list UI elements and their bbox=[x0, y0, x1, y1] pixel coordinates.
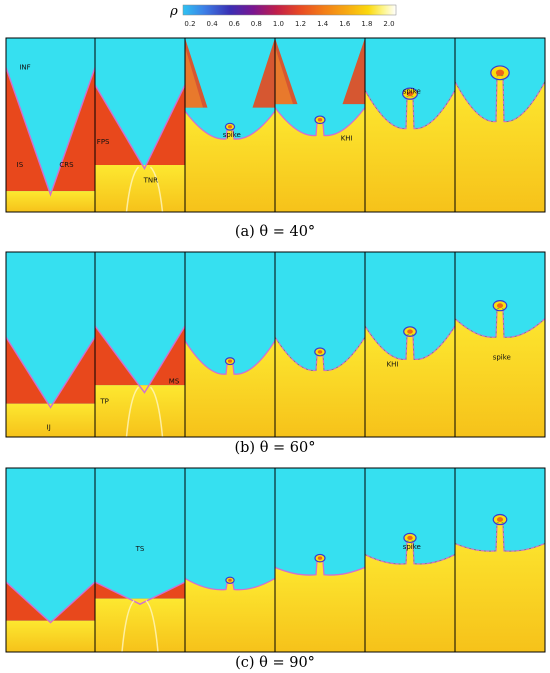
simulation-panel bbox=[94, 37, 186, 213]
flow-feature-label: INF bbox=[19, 63, 30, 71]
shocked-region bbox=[6, 620, 95, 652]
panel-row: INF IS CRS FPS TNR spike KHI spike bbox=[5, 37, 546, 213]
flow-feature-label: spike bbox=[403, 543, 421, 551]
flow-feature-label: spike bbox=[223, 131, 241, 139]
shocked-region bbox=[185, 340, 275, 437]
shocked-region bbox=[95, 385, 185, 437]
shocked-region bbox=[95, 598, 185, 652]
row-caption: (a) θ = 40° bbox=[235, 224, 315, 240]
interface-line bbox=[95, 84, 185, 170]
panel-rows: INF IS CRS FPS TNR spike KHI spike IJ TP MS KHI spik… bbox=[5, 37, 546, 653]
simulation-panel bbox=[184, 467, 276, 653]
flow-feature-label: KHI bbox=[387, 361, 399, 369]
interface-line bbox=[95, 325, 185, 394]
simulation-panel bbox=[5, 467, 96, 653]
row-caption: (b) θ = 60° bbox=[234, 440, 315, 456]
simulation-panel bbox=[274, 37, 366, 213]
shocked-region bbox=[6, 403, 95, 437]
colorbar-tick-label: 1.0 bbox=[273, 20, 284, 28]
simulation-panel bbox=[94, 467, 186, 653]
simulation-panel bbox=[94, 251, 186, 438]
shocked-region bbox=[275, 107, 365, 212]
colorbar-tick-label: 1.2 bbox=[295, 20, 306, 28]
colorbar-tick-label: 0.4 bbox=[207, 20, 219, 28]
flow-feature-label: KHI bbox=[341, 135, 353, 143]
simulation-panel bbox=[184, 37, 276, 213]
colorbar-tick-label: 1.4 bbox=[317, 20, 329, 28]
row-captions: (a) θ = 40° (b) θ = 60° (c) θ = 90° bbox=[234, 224, 315, 671]
flow-feature-label: spike bbox=[403, 88, 421, 96]
colorbar-symbol: ρ bbox=[169, 4, 178, 19]
shocked-region bbox=[185, 111, 275, 212]
interface-line bbox=[6, 581, 95, 624]
colorbar-gradient bbox=[182, 4, 397, 16]
panel-row: TS spike bbox=[5, 467, 546, 653]
colorbar-tick-label: 2.0 bbox=[383, 20, 394, 28]
simulation-panel bbox=[184, 251, 276, 438]
simulation-panel bbox=[454, 37, 546, 213]
colorbar-tick-label: 1.8 bbox=[361, 20, 372, 28]
colorbar-tick-label: 1.6 bbox=[339, 20, 351, 28]
colorbar-tick-label: 0.6 bbox=[229, 20, 241, 28]
flow-feature-label: IS bbox=[17, 161, 24, 169]
colorbar-tick-label: 0.2 bbox=[184, 20, 195, 28]
panel-row: IJ TP MS KHI spike bbox=[5, 251, 546, 438]
shocked-region bbox=[455, 75, 545, 212]
panel-frame bbox=[454, 251, 546, 438]
shocked-region bbox=[95, 165, 185, 212]
shocked-region bbox=[185, 578, 275, 652]
simulation-panel bbox=[364, 251, 456, 438]
flow-feature-label: MS bbox=[169, 377, 180, 385]
row-caption: (c) θ = 90° bbox=[235, 655, 315, 671]
simulation-panel bbox=[274, 251, 366, 438]
simulation-panel bbox=[454, 467, 546, 653]
colorbar: ρ 0.2 0.4 0.6 0.8 1.0 1.2 1.4 1.6 1.8 2.0 bbox=[169, 4, 397, 28]
simulation-panel bbox=[364, 467, 456, 653]
flow-feature-label: TP bbox=[99, 398, 109, 406]
simulation-panel bbox=[454, 251, 546, 438]
interface-line bbox=[6, 67, 95, 197]
simulation-panel bbox=[364, 37, 456, 213]
colorbar-ticks: 0.2 0.4 0.6 0.8 1.0 1.2 1.4 1.6 1.8 2.0 bbox=[184, 20, 394, 28]
interface-line bbox=[95, 581, 185, 605]
interface-line bbox=[6, 336, 95, 409]
simulation-panel bbox=[274, 467, 366, 653]
shocked-region bbox=[6, 191, 95, 212]
shocked-region bbox=[365, 540, 455, 652]
simulation-panel bbox=[5, 251, 96, 438]
flow-feature-label: IJ bbox=[47, 424, 51, 432]
shocked-region bbox=[455, 522, 545, 652]
shocked-region bbox=[365, 90, 455, 212]
simulation-panel bbox=[5, 37, 96, 213]
flow-feature-label: FPS bbox=[97, 138, 110, 146]
shocked-region bbox=[365, 326, 455, 437]
flow-feature-label: TS bbox=[135, 545, 145, 553]
shocked-region bbox=[275, 561, 365, 652]
panel-frame bbox=[454, 467, 546, 653]
flow-feature-label: spike bbox=[493, 353, 511, 361]
shocked-region bbox=[275, 337, 365, 437]
flow-feature-label: CRS bbox=[59, 161, 74, 169]
shocked-region bbox=[455, 308, 545, 437]
colorbar-tick-label: 0.8 bbox=[251, 20, 262, 28]
panel-frame bbox=[454, 37, 546, 213]
flow-feature-label: TNR bbox=[143, 176, 159, 184]
